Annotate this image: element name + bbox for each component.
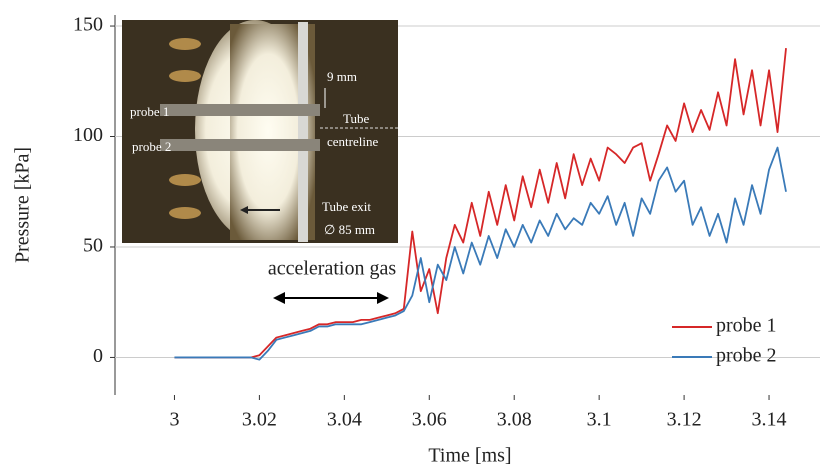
legend: probe 1 probe 2 bbox=[672, 315, 777, 367]
y-tick-label: 100 bbox=[73, 124, 103, 146]
x-tick-label: 3.04 bbox=[327, 409, 362, 431]
y-tick-label: 150 bbox=[73, 14, 103, 36]
inset-label: Tube bbox=[343, 111, 369, 126]
x-tick-label: 3.06 bbox=[412, 409, 447, 431]
y-tick-label: 50 bbox=[83, 235, 103, 257]
legend-label: probe 1 bbox=[716, 315, 777, 337]
x-tick-label: 3.12 bbox=[667, 409, 702, 431]
legend-label: probe 2 bbox=[716, 345, 777, 367]
y-tick-label: 0 bbox=[93, 345, 103, 367]
inset-label: Tube exit bbox=[322, 199, 371, 214]
inset-label: centreline bbox=[327, 134, 378, 149]
x-tick-label: 3.14 bbox=[752, 409, 787, 431]
inset-label: ∅ 85 mm bbox=[324, 222, 375, 237]
x-axis-title: Time [ms] bbox=[428, 445, 511, 467]
inset-label: 9 mm bbox=[327, 69, 357, 84]
inset-label: probe 1 bbox=[130, 104, 169, 119]
annotation: acceleration gas bbox=[268, 258, 396, 280]
data-line bbox=[174, 146, 787, 361]
double-arrow bbox=[273, 292, 389, 304]
x-tick-label: 3.1 bbox=[587, 409, 612, 431]
inset-label: probe 2 bbox=[132, 139, 171, 154]
y-axis-title: Pressure [kPa] bbox=[12, 147, 34, 263]
x-tick-label: 3 bbox=[169, 409, 179, 431]
inset-photo: probe 1 probe 2 9 mm Tube centreline Tub… bbox=[122, 20, 398, 243]
x-tick-label: 3.08 bbox=[497, 409, 532, 431]
data-line bbox=[174, 48, 787, 359]
x-tick-label: 3.02 bbox=[242, 409, 277, 431]
lines bbox=[174, 48, 787, 361]
